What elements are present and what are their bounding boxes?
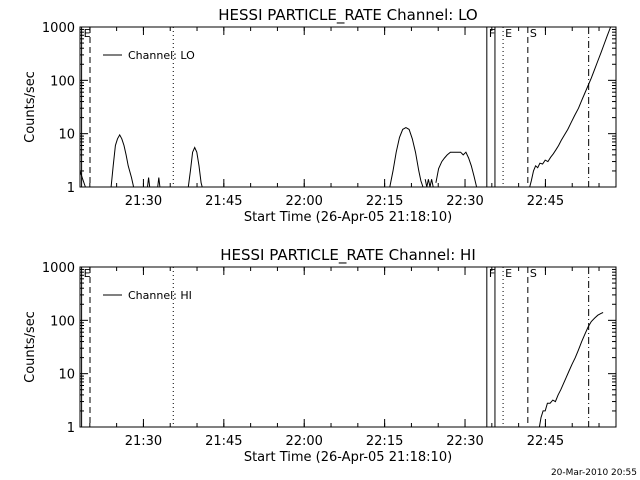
y-tick-label: 1 <box>67 181 75 196</box>
event-flag: F <box>489 267 495 280</box>
series-line <box>435 151 478 188</box>
event-flag: F <box>489 27 495 40</box>
x-tick-label: 21:30 <box>125 434 162 449</box>
chart-title: HESSI PARTICLE_RATE Channel: LO <box>218 6 477 25</box>
series-line <box>389 127 424 188</box>
event-flag: E <box>84 267 91 280</box>
panel-lo: HESSI PARTICLE_RATE Channel: LO Start Tim… <box>23 6 617 225</box>
y-tick-label: 1000 <box>42 21 75 36</box>
series-line <box>187 146 203 188</box>
event-flag: S <box>530 267 537 280</box>
x-tick-label: 22:45 <box>527 194 564 209</box>
x-axis-label: Start Time (26-Apr-05 21:18:10) <box>244 210 452 225</box>
y-axis-label: Counts/sec <box>23 71 38 143</box>
x-tick-label: 22:30 <box>446 434 483 449</box>
series-line <box>529 26 612 188</box>
x-tick-label: 21:30 <box>125 194 162 209</box>
plot-frame <box>79 266 617 428</box>
series-line <box>147 177 151 188</box>
panel-hi: HESSI PARTICLE_RATE Channel: HI Start Tim… <box>23 246 617 465</box>
x-tick-label: 22:45 <box>527 434 564 449</box>
chart-title: HESSI PARTICLE_RATE Channel: HI <box>220 246 476 265</box>
x-tick-label: 22:00 <box>285 194 322 209</box>
series-line <box>538 312 604 428</box>
legend-label: Channel: LO <box>128 49 195 62</box>
x-axis-label: Start Time (26-Apr-05 21:18:10) <box>244 450 452 465</box>
series-line <box>157 177 161 188</box>
x-tick-label: 22:30 <box>446 194 483 209</box>
x-tick-label: 22:15 <box>366 194 403 209</box>
event-flag: E <box>505 27 512 40</box>
footer-timestamp: 20-Mar-2010 20:55 <box>551 468 637 478</box>
x-tick-label: 22:00 <box>285 434 322 449</box>
y-tick-label: 100 <box>50 74 75 89</box>
y-tick-label: 10 <box>58 368 75 383</box>
series-line <box>424 179 434 188</box>
x-tick-label: 21:45 <box>205 194 242 209</box>
series-line <box>79 170 86 188</box>
event-flag: S <box>530 27 537 40</box>
plot-frame <box>79 26 617 188</box>
y-tick-label: 1 <box>67 421 75 436</box>
y-tick-label: 1000 <box>42 261 75 276</box>
y-axis-label: Counts/sec <box>23 311 38 383</box>
event-flag: E <box>84 27 91 40</box>
event-flag: E <box>505 267 512 280</box>
series-line <box>110 133 135 188</box>
x-tick-label: 21:45 <box>205 434 242 449</box>
y-tick-label: 10 <box>58 128 75 143</box>
y-tick-label: 100 <box>50 314 75 329</box>
legend-label: Channel: HI <box>128 289 192 302</box>
x-tick-label: 22:15 <box>366 434 403 449</box>
